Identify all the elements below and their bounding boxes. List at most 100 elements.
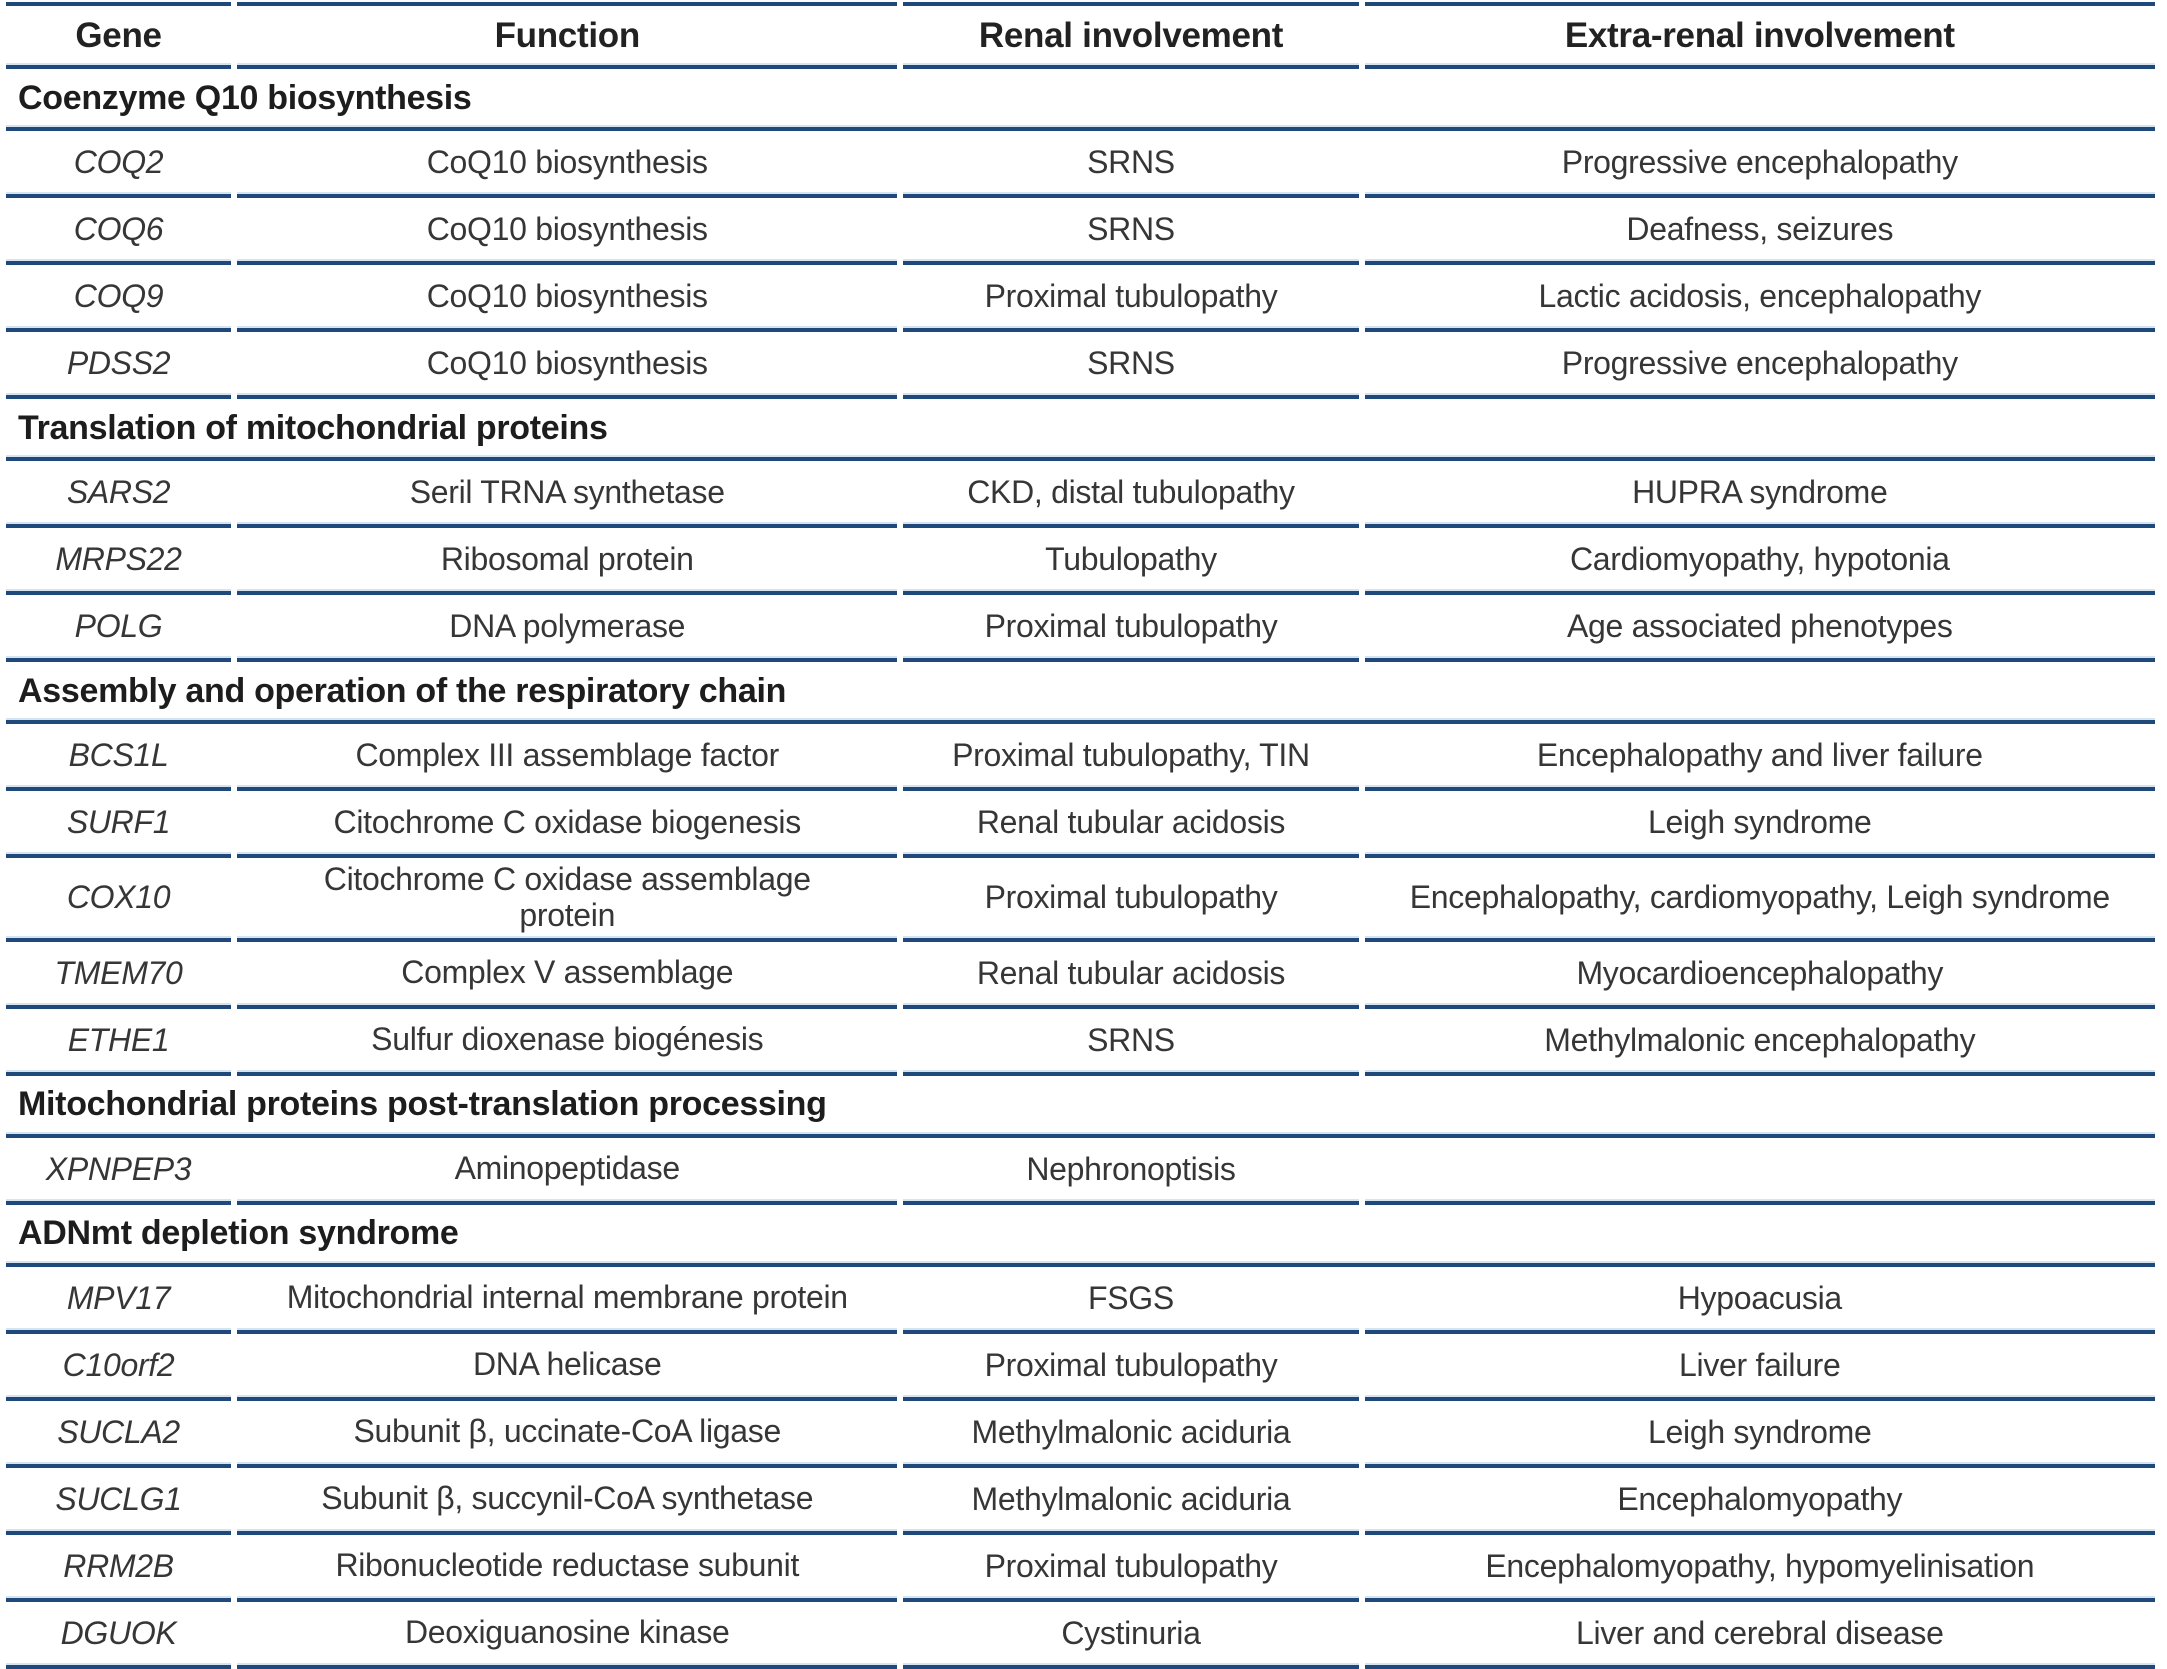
- extra-renal-involvement-cell: Liver failure: [1364, 1334, 2155, 1401]
- table-row: COQ2 CoQ10 biosynthesis SRNS Progressive en…: [6, 131, 2155, 198]
- renal-involvement-cell: SRNS: [903, 1009, 1359, 1076]
- function-cell: Deoxiguanosine kinase: [237, 1602, 898, 1669]
- extra-renal-involvement-cell: Liver and cerebral disease: [1364, 1602, 2155, 1669]
- section-title: Assembly and operation of the respirator…: [6, 662, 2155, 724]
- table-row: MPV17 Mitochondrial internal membrane pro…: [6, 1267, 2155, 1334]
- extra-renal-involvement-cell: Encephalopathy and liver failure: [1364, 724, 2155, 791]
- extra-renal-involvement-cell: Encephalomyopathy, hypomyelinisation: [1364, 1535, 2155, 1602]
- extra-renal-involvement-cell: [1364, 1138, 2155, 1205]
- function-cell: Mitochondrial internal membrane protein: [237, 1267, 898, 1334]
- table-row: TMEM70 Complex V assemblage Renal tubular …: [6, 942, 2155, 1009]
- gene-cell: ETHE1: [6, 1009, 232, 1076]
- table-row: SARS2 Seril TRNA synthetase CKD, distal tu…: [6, 461, 2155, 528]
- function-cell: Ribosomal protein: [237, 528, 898, 595]
- column-header-extra-renal-involvement: Extra-renal involvement: [1364, 2, 2155, 69]
- function-cell: CoQ10 biosynthesis: [237, 265, 898, 332]
- table-body: Coenzyme Q10 biosynthesis COQ2 CoQ10 biosy…: [6, 69, 2155, 1669]
- function-cell: Complex V assemblage: [237, 942, 898, 1009]
- column-header-function: Function: [237, 2, 898, 69]
- table-row: SUCLG1 Subunit β, succynil-CoA synthetase…: [6, 1468, 2155, 1535]
- gene-cell: XPNPEP3: [6, 1138, 232, 1205]
- extra-renal-involvement-cell: Cardiomyopathy, hypotonia: [1364, 528, 2155, 595]
- gene-cell: BCS1L: [6, 724, 232, 791]
- gene-cell: SUCLG1: [6, 1468, 232, 1535]
- extra-renal-involvement-cell: Myocardioencephalopathy: [1364, 942, 2155, 1009]
- header-row: Gene Function Renal involvement Extra-re…: [6, 2, 2155, 69]
- gene-cell: COX10: [6, 858, 232, 942]
- gene-cell: C10orf2: [6, 1334, 232, 1401]
- renal-involvement-cell: CKD, distal tubulopathy: [903, 461, 1359, 528]
- gene-cell: DGUOK: [6, 1602, 232, 1669]
- renal-involvement-cell: Proximal tubulopathy: [903, 858, 1359, 942]
- gene-cell: SURF1: [6, 791, 232, 858]
- renal-involvement-cell: Nephronoptisis: [903, 1138, 1359, 1205]
- section-header-row: Mitochondrial proteins post-translation …: [6, 1076, 2155, 1138]
- function-cell: Seril TRNA synthetase: [237, 461, 898, 528]
- renal-involvement-cell: Methylmalonic aciduria: [903, 1401, 1359, 1468]
- column-header-gene: Gene: [6, 2, 232, 69]
- section-header-row: Coenzyme Q10 biosynthesis: [6, 69, 2155, 131]
- renal-involvement-cell: Tubulopathy: [903, 528, 1359, 595]
- table-header: Gene Function Renal involvement Extra-re…: [6, 2, 2155, 69]
- table-row: PDSS2 CoQ10 biosynthesis SRNS Progressive e…: [6, 332, 2155, 399]
- extra-renal-involvement-cell: Leigh syndrome: [1364, 791, 2155, 858]
- function-cell: Citochrome C oxidase assemblage protein: [237, 858, 898, 942]
- function-cell: CoQ10 biosynthesis: [237, 332, 898, 399]
- gene-cell: COQ2: [6, 131, 232, 198]
- function-cell: Citochrome C oxidase biogenesis: [237, 791, 898, 858]
- function-cell: Subunit β, succynil-CoA synthetase: [237, 1468, 898, 1535]
- section-title: ADNmt depletion syndrome: [6, 1205, 2155, 1267]
- gene-cell: COQ6: [6, 198, 232, 265]
- renal-involvement-cell: Renal tubular acidosis: [903, 791, 1359, 858]
- function-cell: Aminopeptidase: [237, 1138, 898, 1205]
- renal-involvement-cell: Proximal tubulopathy, TIN: [903, 724, 1359, 791]
- renal-involvement-cell: Proximal tubulopathy: [903, 1535, 1359, 1602]
- table-row: COQ6 CoQ10 biosynthesis SRNS Deafness, seiz…: [6, 198, 2155, 265]
- function-cell: Ribonucleotide reductase subunit: [237, 1535, 898, 1602]
- renal-involvement-cell: Proximal tubulopathy: [903, 265, 1359, 332]
- section-title: Coenzyme Q10 biosynthesis: [6, 69, 2155, 131]
- table-row: BCS1L Complex III assemblage factor Proxim…: [6, 724, 2155, 791]
- table-row: SUCLA2 Subunit β, uccinate-CoA ligase Meth…: [6, 1401, 2155, 1468]
- extra-renal-involvement-cell: Deafness, seizures: [1364, 198, 2155, 265]
- renal-involvement-cell: Methylmalonic aciduria: [903, 1468, 1359, 1535]
- renal-involvement-cell: Renal tubular acidosis: [903, 942, 1359, 1009]
- extra-renal-involvement-cell: Lactic acidosis, encephalopathy: [1364, 265, 2155, 332]
- extra-renal-involvement-cell: Methylmalonic encephalopathy: [1364, 1009, 2155, 1076]
- table-row: COX10 Citochrome C oxidase assemblage pro…: [6, 858, 2155, 942]
- renal-involvement-cell: Cystinuria: [903, 1602, 1359, 1669]
- section-header-row: Assembly and operation of the respirator…: [6, 662, 2155, 724]
- section-title: Mitochondrial proteins post-translation …: [6, 1076, 2155, 1138]
- function-cell: Complex III assemblage factor: [237, 724, 898, 791]
- extra-renal-involvement-cell: Progressive encephalopathy: [1364, 332, 2155, 399]
- extra-renal-involvement-cell: Progressive encephalopathy: [1364, 131, 2155, 198]
- section-title: Translation of mitochondrial proteins: [6, 399, 2155, 461]
- extra-renal-involvement-cell: Leigh syndrome: [1364, 1401, 2155, 1468]
- renal-involvement-cell: FSGS: [903, 1267, 1359, 1334]
- function-cell: DNA polymerase: [237, 595, 898, 662]
- table-row: XPNPEP3 Aminopeptidase Nephronoptisis: [6, 1138, 2155, 1205]
- function-cell: Sulfur dioxenase biogénesis: [237, 1009, 898, 1076]
- extra-renal-involvement-cell: HUPRA syndrome: [1364, 461, 2155, 528]
- gene-cell: COQ9: [6, 265, 232, 332]
- renal-involvement-cell: SRNS: [903, 332, 1359, 399]
- table-row: SURF1 Citochrome C oxidase biogenesis Rena…: [6, 791, 2155, 858]
- column-header-renal-involvement: Renal involvement: [903, 2, 1359, 69]
- section-header-row: ADNmt depletion syndrome: [6, 1205, 2155, 1267]
- extra-renal-involvement-cell: Hypoacusia: [1364, 1267, 2155, 1334]
- renal-involvement-cell: SRNS: [903, 198, 1359, 265]
- table-row: RRM2B Ribonucleotide reductase subunit Pro…: [6, 1535, 2155, 1602]
- extra-renal-involvement-cell: Age associated phenotypes: [1364, 595, 2155, 662]
- extra-renal-involvement-cell: Encephalopathy, cardiomyopathy, Leigh sy…: [1364, 858, 2155, 942]
- gene-cell: PDSS2: [6, 332, 232, 399]
- function-cell: DNA helicase: [237, 1334, 898, 1401]
- function-cell: Subunit β, uccinate-CoA ligase: [237, 1401, 898, 1468]
- renal-involvement-cell: SRNS: [903, 131, 1359, 198]
- gene-cell: MRPS22: [6, 528, 232, 595]
- section-header-row: Translation of mitochondrial proteins: [6, 399, 2155, 461]
- function-cell: CoQ10 biosynthesis: [237, 198, 898, 265]
- table-row: MRPS22 Ribosomal protein Tubulopathy Cardio…: [6, 528, 2155, 595]
- gene-cell: RRM2B: [6, 1535, 232, 1602]
- gene-cell: POLG: [6, 595, 232, 662]
